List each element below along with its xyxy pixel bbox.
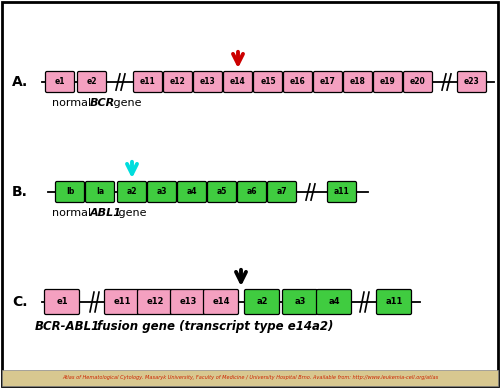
FancyBboxPatch shape [268, 182, 296, 203]
Text: e13: e13 [180, 298, 196, 307]
FancyBboxPatch shape [224, 71, 252, 92]
Text: e12: e12 [146, 298, 164, 307]
FancyBboxPatch shape [134, 71, 162, 92]
Text: e11: e11 [113, 298, 131, 307]
Text: a11: a11 [386, 298, 402, 307]
FancyBboxPatch shape [344, 71, 372, 92]
Text: e17: e17 [320, 78, 336, 87]
FancyBboxPatch shape [376, 289, 412, 315]
FancyBboxPatch shape [282, 289, 318, 315]
Text: a3: a3 [157, 187, 167, 196]
Text: e14: e14 [212, 298, 230, 307]
Text: e14: e14 [230, 78, 246, 87]
FancyBboxPatch shape [458, 71, 486, 92]
Text: e13: e13 [200, 78, 216, 87]
FancyBboxPatch shape [284, 71, 312, 92]
Text: a2: a2 [256, 298, 268, 307]
FancyBboxPatch shape [404, 71, 432, 92]
Text: fusion gene (transcript type e14a2): fusion gene (transcript type e14a2) [93, 320, 334, 333]
FancyBboxPatch shape [44, 289, 80, 315]
FancyBboxPatch shape [204, 289, 238, 315]
FancyBboxPatch shape [164, 71, 192, 92]
FancyBboxPatch shape [178, 182, 206, 203]
Text: ABL1: ABL1 [90, 208, 122, 218]
Text: Ib: Ib [66, 187, 74, 196]
Text: gene: gene [110, 98, 142, 108]
Text: e19: e19 [380, 78, 396, 87]
FancyBboxPatch shape [104, 289, 140, 315]
Bar [2, 370, 498, 386]
FancyBboxPatch shape [208, 182, 236, 203]
Text: a4: a4 [187, 187, 197, 196]
Text: e18: e18 [350, 78, 366, 87]
FancyBboxPatch shape [170, 289, 205, 315]
Text: e16: e16 [290, 78, 306, 87]
Text: BCR: BCR [90, 98, 115, 108]
FancyBboxPatch shape [244, 289, 280, 315]
FancyBboxPatch shape [254, 71, 282, 92]
Text: e15: e15 [260, 78, 276, 87]
FancyBboxPatch shape [78, 71, 106, 92]
Text: a6: a6 [247, 187, 257, 196]
Text: a7: a7 [276, 187, 287, 196]
Text: e11: e11 [140, 78, 156, 87]
FancyBboxPatch shape [148, 182, 176, 203]
Text: e1: e1 [55, 78, 65, 87]
Text: B.: B. [12, 185, 28, 199]
Text: a4: a4 [328, 298, 340, 307]
FancyBboxPatch shape [86, 182, 114, 203]
FancyBboxPatch shape [118, 182, 146, 203]
FancyBboxPatch shape [316, 289, 352, 315]
Text: a3: a3 [294, 298, 306, 307]
Text: Atlas of Hematological Cytology. Masaryk University, Faculty of Medicine / Unive: Atlas of Hematological Cytology. Masaryk… [62, 376, 438, 381]
FancyBboxPatch shape [138, 289, 172, 315]
Text: normal: normal [52, 98, 94, 108]
FancyBboxPatch shape [374, 71, 402, 92]
Text: a2: a2 [127, 187, 137, 196]
Text: e2: e2 [87, 78, 97, 87]
FancyBboxPatch shape [56, 182, 84, 203]
Text: gene: gene [115, 208, 146, 218]
Text: normal: normal [52, 208, 94, 218]
Text: a5: a5 [217, 187, 227, 196]
Text: Ia: Ia [96, 187, 104, 196]
Text: A.: A. [12, 75, 28, 89]
Text: e12: e12 [170, 78, 186, 87]
Text: e1: e1 [56, 298, 68, 307]
FancyBboxPatch shape [194, 71, 222, 92]
FancyBboxPatch shape [314, 71, 342, 92]
Text: e23: e23 [464, 78, 480, 87]
Text: BCR-ABL1: BCR-ABL1 [35, 320, 100, 333]
FancyBboxPatch shape [238, 182, 266, 203]
FancyBboxPatch shape [328, 182, 356, 203]
Text: e20: e20 [410, 78, 426, 87]
Text: a11: a11 [334, 187, 350, 196]
Text: C.: C. [12, 295, 28, 309]
FancyBboxPatch shape [46, 71, 74, 92]
